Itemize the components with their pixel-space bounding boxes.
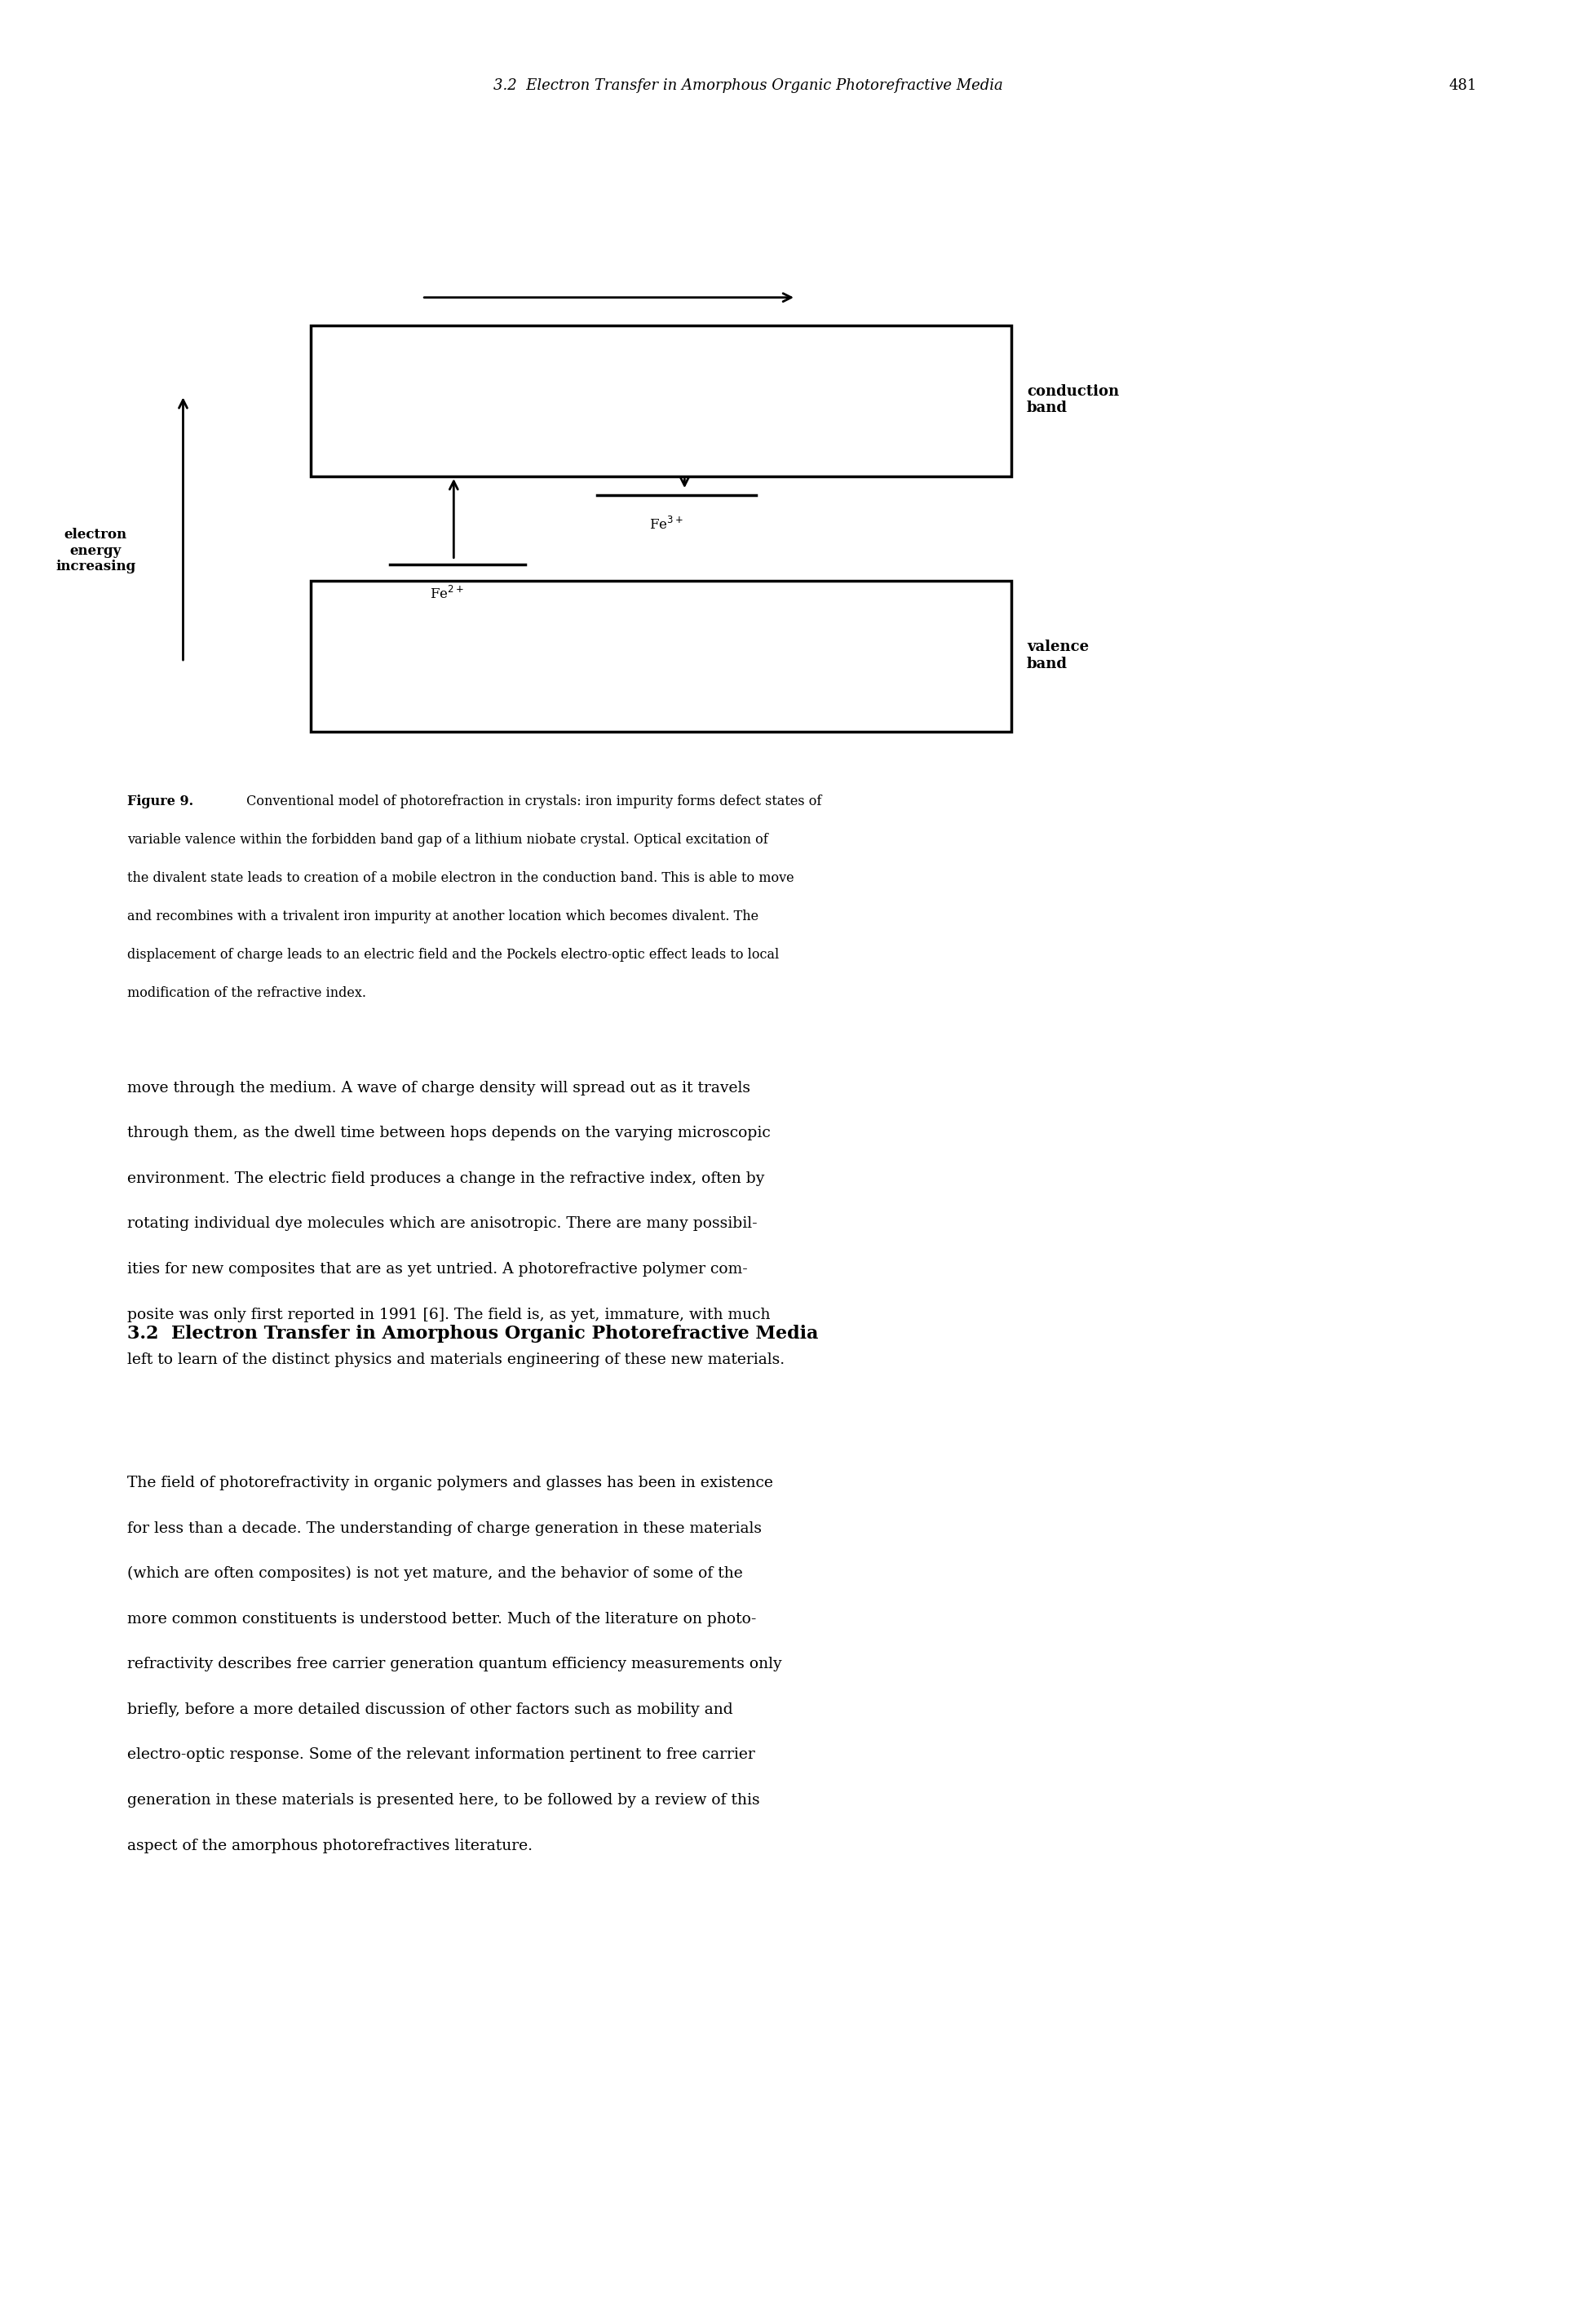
Text: for less than a decade. The understanding of charge generation in these material: for less than a decade. The understandin… (127, 1522, 763, 1536)
Text: left to learn of the distinct physics and materials engineering of these new mat: left to learn of the distinct physics an… (127, 1353, 785, 1367)
Text: Fe$^{3+}$: Fe$^{3+}$ (650, 516, 683, 532)
Text: rotating individual dye molecules which are anisotropic. There are many possibil: rotating individual dye molecules which … (127, 1218, 758, 1232)
Text: Fe$^{2+}$: Fe$^{2+}$ (430, 586, 463, 602)
Bar (310, 581, 1011, 732)
Text: the divalent state leads to creation of a mobile electron in the conduction band: the divalent state leads to creation of … (127, 872, 794, 885)
Text: more common constituents is understood better. Much of the literature on photo-: more common constituents is understood b… (127, 1613, 756, 1627)
Text: 481: 481 (1449, 79, 1477, 93)
Text: and recombines with a trivalent iron impurity at another location which becomes : and recombines with a trivalent iron imp… (127, 909, 759, 923)
Text: generation in these materials is presented here, to be followed by a review of t: generation in these materials is present… (127, 1794, 759, 1808)
Text: posite was only first reported in 1991 [6]. The field is, as yet, immature, with: posite was only first reported in 1991 [… (127, 1306, 771, 1322)
Text: conduction
band: conduction band (1027, 383, 1119, 416)
Text: 3.2  Electron Transfer in Amorphous Organic Photorefractive Media: 3.2 Electron Transfer in Amorphous Organ… (127, 1325, 818, 1343)
Text: Figure 9.: Figure 9. (127, 795, 194, 809)
Text: through them, as the dwell time between hops depends on the varying microscopic: through them, as the dwell time between … (127, 1125, 771, 1141)
Bar (310, 325, 1011, 476)
Text: refractivity describes free carrier generation quantum efficiency measurements o: refractivity describes free carrier gene… (127, 1657, 782, 1671)
Text: The field of photorefractivity in organic polymers and glasses has been in exist: The field of photorefractivity in organi… (127, 1476, 774, 1490)
Text: electro-optic response. Some of the relevant information pertinent to free carri: electro-optic response. Some of the rele… (127, 1748, 755, 1762)
Text: variable valence within the forbidden band gap of a lithium niobate crystal. Opt: variable valence within the forbidden ba… (127, 832, 769, 846)
Text: valence
band: valence band (1027, 639, 1089, 672)
Text: (which are often composites) is not yet mature, and the behavior of some of the: (which are often composites) is not yet … (127, 1566, 743, 1580)
Text: Conventional model of photorefraction in crystals: iron impurity forms defect st: Conventional model of photorefraction in… (242, 795, 821, 809)
Text: briefly, before a more detailed discussion of other factors such as mobility and: briefly, before a more detailed discussi… (127, 1701, 732, 1717)
Text: electron
energy
increasing: electron energy increasing (56, 528, 135, 574)
Text: 3.2  Electron Transfer in Amorphous Organic Photorefractive Media: 3.2 Electron Transfer in Amorphous Organ… (494, 79, 1003, 93)
Text: ities for new composites that are as yet untried. A photorefractive polymer com-: ities for new composites that are as yet… (127, 1262, 748, 1276)
Text: aspect of the amorphous photorefractives literature.: aspect of the amorphous photorefractives… (127, 1838, 533, 1852)
Text: environment. The electric field produces a change in the refractive index, often: environment. The electric field produces… (127, 1171, 764, 1185)
Text: move through the medium. A wave of charge density will spread out as it travels: move through the medium. A wave of charg… (127, 1081, 750, 1095)
Text: displacement of charge leads to an electric field and the Pockels electro-optic : displacement of charge leads to an elect… (127, 948, 778, 962)
Text: modification of the refractive index.: modification of the refractive index. (127, 985, 366, 999)
